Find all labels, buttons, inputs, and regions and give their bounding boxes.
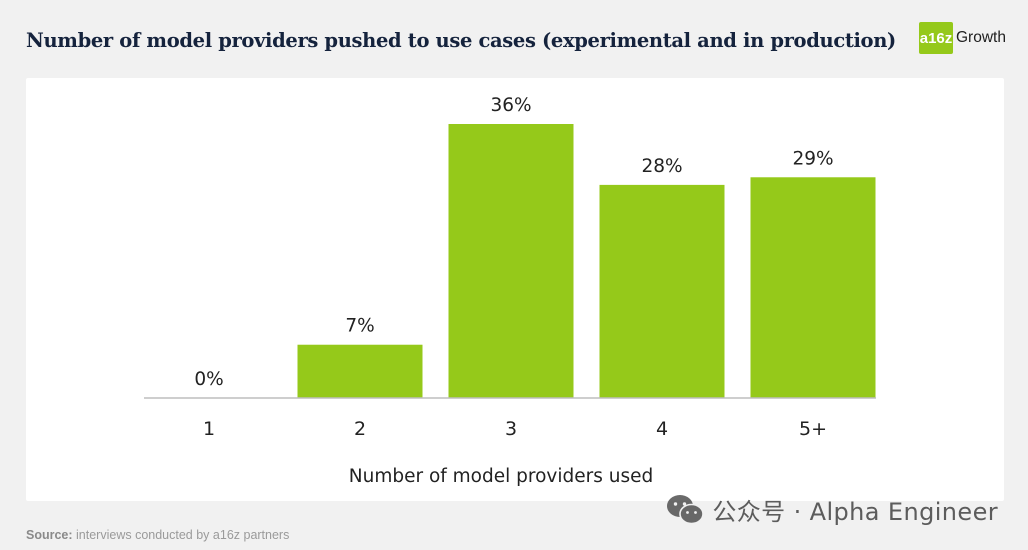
wechat-icon — [667, 494, 705, 524]
bar-4 — [599, 184, 725, 398]
data-label-5+: 29% — [792, 148, 833, 169]
x-tick-label-5+: 5+ — [799, 418, 827, 440]
source-note: Source: interviews conducted by a16z par… — [26, 528, 289, 542]
data-label-3: 36% — [490, 95, 531, 116]
source-label: Source: — [26, 528, 73, 542]
brand-name: Growth — [956, 29, 1006, 46]
a16z-logo-icon: a16z — [919, 22, 953, 54]
x-tick-label-4: 4 — [656, 418, 668, 440]
bar-chart: 0% 1 7% 2 36% 3 28% 4 29% 5+ Number of model prov… — [144, 95, 876, 487]
source-text: interviews conducted by a16z partners — [76, 528, 290, 542]
x-axis-title: Number of model providers used — [349, 466, 653, 487]
brand-logo: a16z Growth — [919, 22, 1006, 54]
data-label-1: 0% — [194, 369, 223, 390]
labels-layer: 0% 1 7% 2 36% 3 28% 4 29% 5+ — [194, 95, 833, 440]
x-tick-label-2: 2 — [354, 418, 366, 440]
bars-layer — [297, 124, 876, 398]
chart-title: Number of model providers pushed to use … — [26, 29, 896, 52]
x-tick-label-3: 3 — [505, 418, 517, 440]
watermark: 公众号 · Alpha Engineer — [666, 492, 998, 527]
bar-3 — [448, 124, 574, 398]
bar-5+ — [750, 177, 876, 398]
data-label-2: 7% — [345, 316, 374, 337]
chart-panel: 0% 1 7% 2 36% 3 28% 4 29% 5+ Number of model prov… — [26, 78, 1004, 501]
bar-2 — [297, 344, 423, 398]
x-tick-label-1: 1 — [203, 418, 215, 440]
watermark-text: 公众号 · Alpha Engineer — [712, 498, 998, 526]
data-label-4: 28% — [641, 156, 682, 177]
